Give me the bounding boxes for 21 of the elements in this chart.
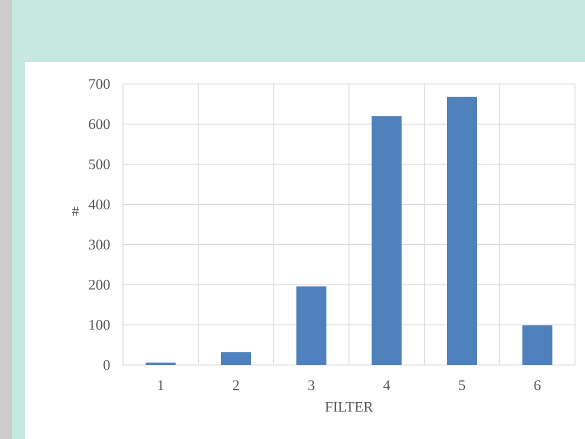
y-tick-label: 600 [88, 119, 110, 130]
x-tick-label: 3 [308, 380, 314, 390]
y-tick-label: 0 [104, 360, 110, 370]
bar [522, 325, 552, 365]
x-tick-label: 5 [459, 380, 466, 390]
bar [372, 116, 402, 365]
y-tick-label: 500 [89, 159, 110, 170]
y-tick-label: 400 [88, 199, 110, 210]
y-axis-title: # [72, 206, 79, 216]
bar [296, 286, 326, 365]
x-axis-title: FILTER [325, 402, 374, 412]
x-tick-label: 4 [383, 380, 390, 390]
x-tick-label: 2 [232, 380, 239, 390]
bar [221, 352, 251, 365]
y-tick-label: 200 [88, 280, 110, 290]
y-tick-label: 100 [90, 320, 110, 330]
bar [447, 96, 477, 365]
x-tick-label: 6 [534, 380, 541, 390]
y-tick-label: 700 [89, 79, 110, 89]
y-tick-label: 300 [89, 240, 110, 250]
x-tick-label: 1 [158, 380, 164, 390]
